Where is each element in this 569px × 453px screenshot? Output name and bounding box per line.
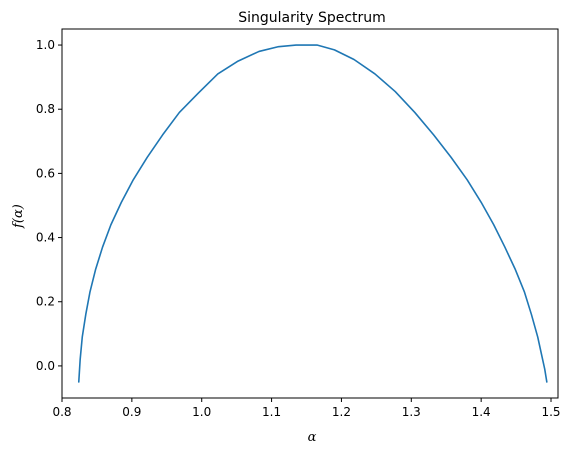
y-tick-label: 0.8 [36,102,55,116]
x-tick-label: 1.3 [402,405,421,419]
x-tick-label: 1.0 [192,405,211,419]
x-tick-label: 0.9 [122,405,141,419]
x-tick-label: 0.8 [52,405,71,419]
y-tick-label: 0.0 [36,359,55,373]
x-tick-label: 1.1 [262,405,281,419]
plot-frame [61,28,559,399]
y-tick-label: 1.0 [36,38,55,52]
series-group [77,44,548,383]
y-tick-label: 0.4 [36,231,55,245]
x-tick-label: 1.4 [472,405,491,419]
tick-group: 0.8 0.9 1.0 1.1 1.2 1.3 1.4 1.5 0.0 0.2 0.4 0.6 0.8 1… [36,38,561,419]
x-axis-label: α [308,430,317,445]
y-axis-label: f(α) [11,204,26,229]
x-tick-label: 1.5 [541,405,560,419]
x-tick-label: 1.2 [332,405,351,419]
series-line [77,44,548,383]
chart-title: Singularity Spectrum [238,10,386,26]
y-tick-label: 0.6 [36,166,55,180]
y-tick-label: 0.2 [36,295,55,309]
